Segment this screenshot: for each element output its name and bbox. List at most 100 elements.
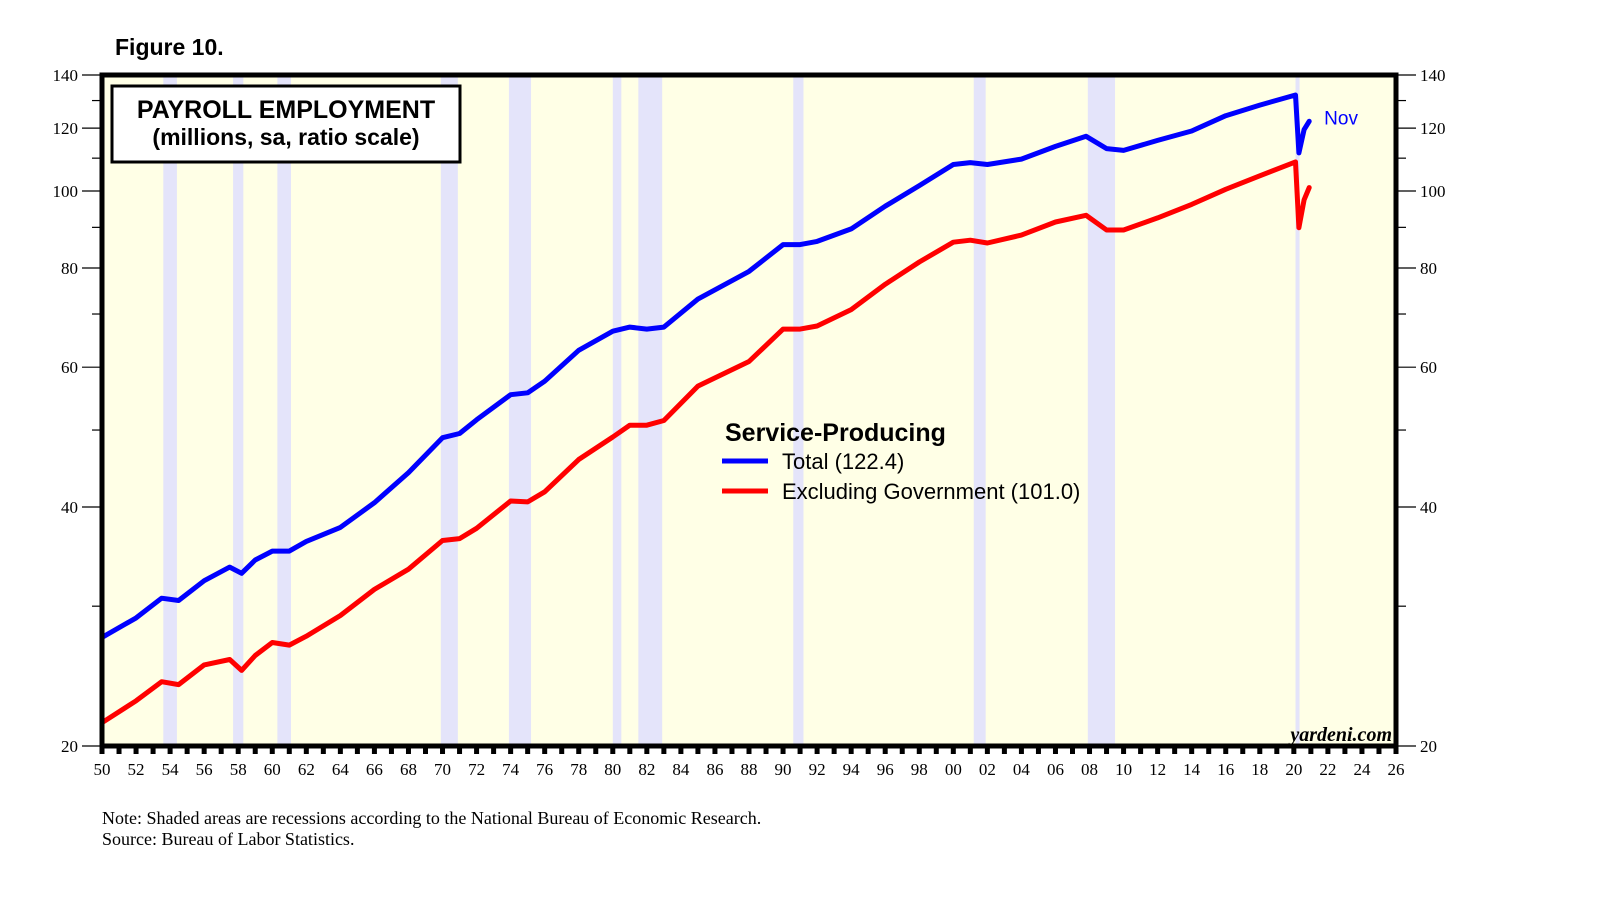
legend-label-total: Total (122.4)	[782, 449, 904, 474]
x-tick	[542, 746, 548, 754]
x-tick	[491, 746, 497, 754]
chart-title-box: PAYROLL EMPLOYMENT (millions, sa, ratio …	[110, 84, 462, 164]
y-tick-label-right: 40	[1420, 498, 1437, 517]
x-tick	[320, 746, 326, 754]
x-tick	[252, 746, 258, 754]
x-tick	[508, 746, 514, 754]
x-tick	[99, 746, 105, 754]
x-tick	[184, 746, 190, 754]
x-tick	[746, 746, 752, 754]
x-tick-label: 60	[264, 760, 281, 779]
recession-band	[163, 75, 177, 746]
x-tick	[661, 746, 667, 754]
x-tick	[116, 746, 122, 754]
x-tick	[1206, 746, 1212, 754]
x-tick	[797, 746, 803, 754]
x-tick	[1001, 746, 1007, 754]
x-tick	[269, 746, 275, 754]
x-tick	[610, 746, 616, 754]
y-tick-label-right: 80	[1420, 259, 1437, 278]
x-tick	[1240, 746, 1246, 754]
x-tick	[627, 746, 633, 754]
x-tick	[984, 746, 990, 754]
x-tick-label: 04	[1013, 760, 1031, 779]
x-tick	[1393, 746, 1399, 754]
x-tick-label: 64	[332, 760, 350, 779]
y-tick-label-right: 100	[1420, 182, 1446, 201]
y-tick-label-left: 80	[61, 259, 78, 278]
series-lines	[99, 92, 1312, 726]
x-tick-label: 26	[1388, 760, 1405, 779]
x-tick	[1104, 746, 1110, 754]
end-label-nov: Nov	[1324, 108, 1358, 129]
x-tick	[1342, 746, 1348, 754]
x-tick	[235, 746, 241, 754]
title-box-frame	[110, 84, 462, 164]
x-tick	[303, 746, 309, 754]
x-tick-label: 20	[1285, 760, 1302, 779]
y-tick-label-right: 60	[1420, 358, 1437, 377]
x-tick-label: 62	[298, 760, 315, 779]
x-tick	[1035, 746, 1041, 754]
x-tick	[371, 746, 377, 754]
note-text: Note: Shaded areas are recessions accord…	[102, 808, 762, 828]
x-tick-label: 18	[1251, 760, 1268, 779]
x-tick	[729, 746, 735, 754]
x-tick-label: 96	[877, 760, 894, 779]
x-tick	[388, 746, 394, 754]
x-tick	[814, 746, 820, 754]
recession-band	[612, 75, 622, 746]
x-tick	[405, 746, 411, 754]
x-tick	[831, 746, 837, 754]
x-tick-label: 16	[1217, 760, 1234, 779]
legend: Service-Producing Total (122.4) Excludin…	[722, 419, 1080, 504]
x-tick-label: 66	[366, 760, 383, 779]
x-tick	[933, 746, 939, 754]
plot-background	[102, 75, 1396, 746]
x-tick	[150, 746, 156, 754]
x-tick-label: 06	[1047, 760, 1064, 779]
recession-band	[508, 75, 532, 746]
y-tick-label-left: 120	[53, 119, 79, 138]
x-tick-label: 08	[1081, 760, 1098, 779]
x-tick-label: 90	[775, 760, 792, 779]
x-tick	[865, 746, 871, 754]
x-tick	[678, 746, 684, 754]
y-tick-label-left: 60	[61, 358, 78, 377]
y-axis-ticks: 20 20 40 40 60 60 80 80 100 100 120 120 140 140	[53, 66, 1446, 756]
x-tick	[218, 746, 224, 754]
x-tick-label: 00	[945, 760, 962, 779]
recession-band	[440, 75, 458, 746]
x-tick	[593, 746, 599, 754]
x-tick	[1172, 746, 1178, 754]
figure-label: Figure 10.	[115, 34, 224, 60]
recession-band	[1295, 75, 1300, 746]
x-tick-label: 88	[741, 760, 758, 779]
x-tick	[559, 746, 565, 754]
x-axis-ticks: 50 52 54 56 58 60 62 64 66 68 70 72 74 76 78 80 82 84 86 88…	[94, 746, 1405, 779]
x-tick	[1257, 746, 1263, 754]
x-tick-label: 76	[536, 760, 553, 779]
recession-band	[973, 75, 986, 746]
x-tick-label: 54	[162, 760, 180, 779]
x-tick	[1274, 746, 1280, 754]
recession-band	[277, 75, 291, 746]
x-tick	[286, 746, 292, 754]
y-tick-label-right: 20	[1420, 737, 1437, 756]
x-tick	[1325, 746, 1331, 754]
x-tick-label: 02	[979, 760, 996, 779]
x-tick	[1087, 746, 1093, 754]
y-tick-label-left: 140	[53, 66, 79, 85]
x-tick	[337, 746, 343, 754]
x-tick-label: 24	[1353, 760, 1371, 779]
x-tick	[712, 746, 718, 754]
x-tick	[763, 746, 769, 754]
x-tick	[1359, 746, 1365, 754]
x-tick-label: 94	[843, 760, 861, 779]
x-tick	[1070, 746, 1075, 754]
y-tick-label-left: 40	[61, 498, 78, 517]
x-tick	[1121, 746, 1127, 754]
x-tick	[525, 746, 531, 754]
y-tick-label-right: 140	[1420, 66, 1446, 85]
